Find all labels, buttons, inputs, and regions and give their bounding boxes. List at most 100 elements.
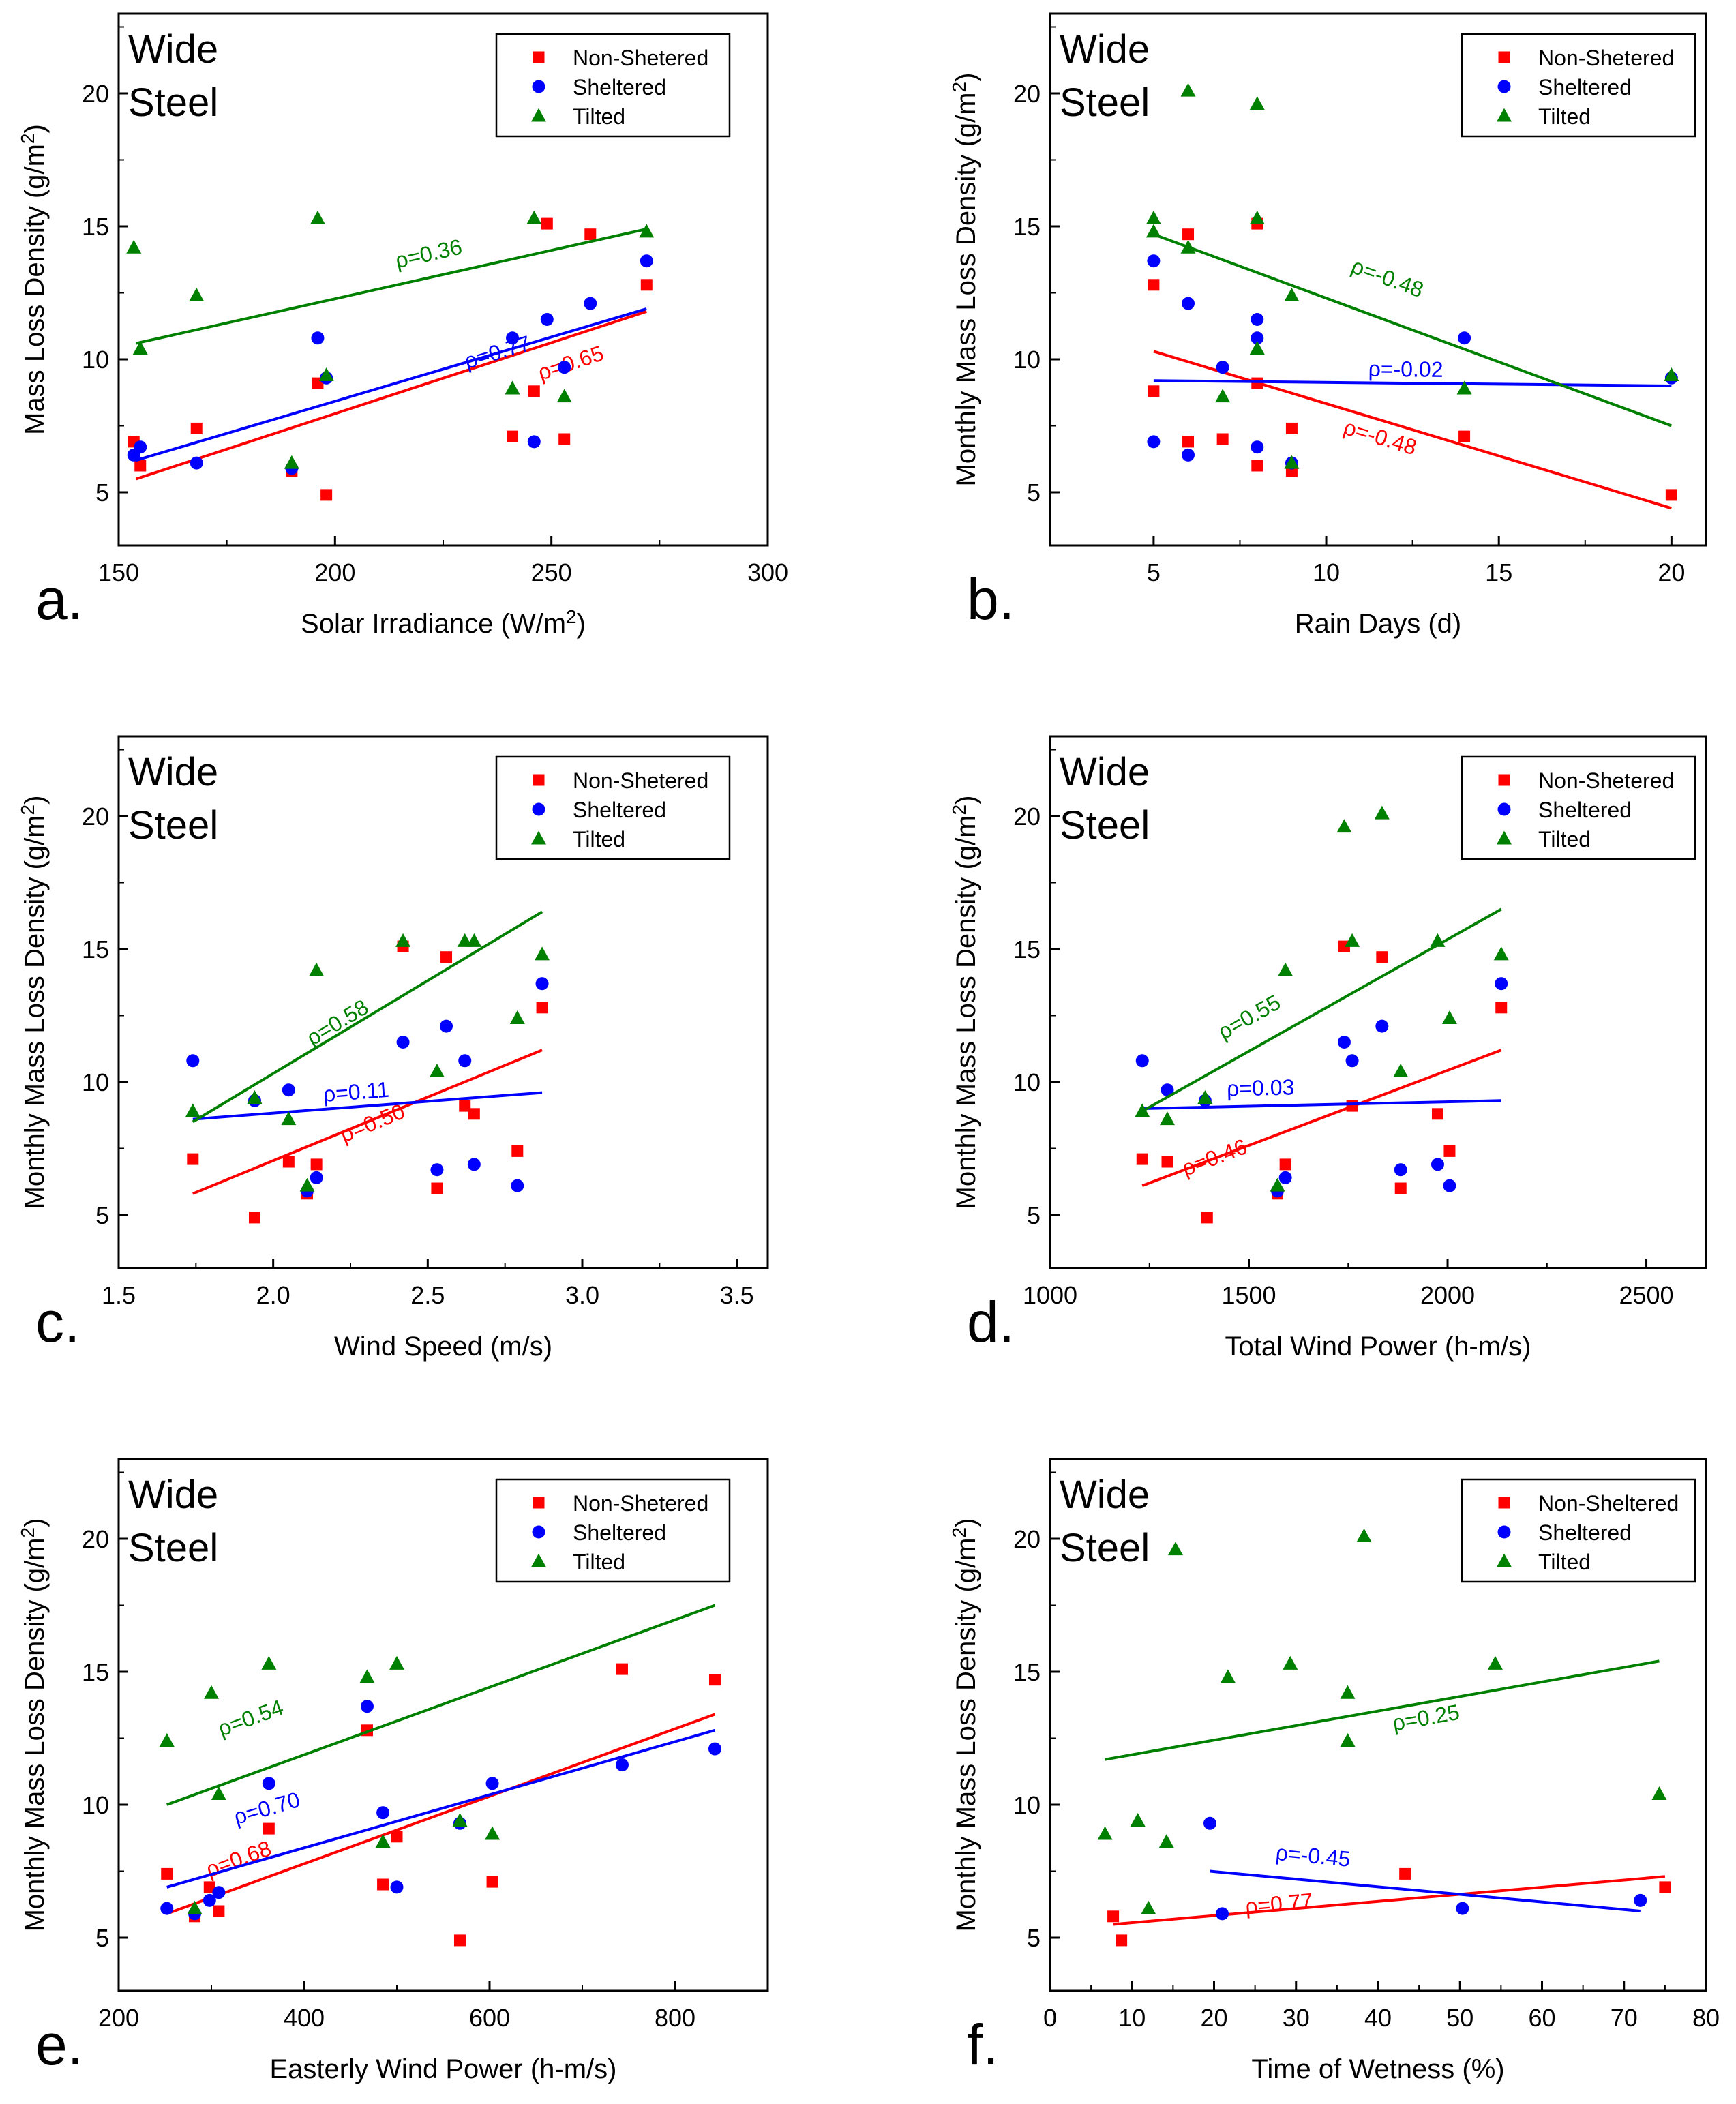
data-point-non-shetered: [310, 1158, 323, 1171]
data-point-non-shetered: [440, 951, 453, 963]
panel-label: d.: [967, 1290, 1015, 1354]
data-point-tilted: [1270, 1177, 1285, 1192]
data-point-sheltered: [310, 1171, 323, 1184]
series-sheltered: ρ=-0.02: [1147, 254, 1678, 470]
y-tick-label: 15: [82, 935, 109, 963]
data-point-tilted: [1220, 1669, 1236, 1683]
legend-marker-sheltered: [532, 1525, 545, 1539]
plot-frame: [117, 735, 769, 1269]
y-axis-label: Mass Loss Density (g/m2): [17, 124, 50, 435]
chart-panel-e: 200 400 600 800 5 10 15 20 Easterly Wind Power (…: [17, 1458, 769, 2084]
data-point-non-shetered: [536, 1002, 548, 1014]
data-point-tilted: [556, 389, 572, 403]
legend: Non-Sheltered Sheltered Tilted: [1461, 1478, 1696, 1583]
series-non-shetered: ρ=0.65: [128, 217, 653, 501]
data-point-non-shetered: [1251, 460, 1263, 472]
series-tilted: ρ=0.58: [185, 910, 550, 1192]
x-tick-label: 2500: [1619, 1281, 1673, 1309]
data-point-sheltered: [282, 1083, 295, 1097]
fit-line: [135, 310, 647, 481]
y-axis-label: Monthly Mass Loss Density (g/m2): [17, 1518, 50, 1932]
fit-line: [135, 307, 647, 462]
x-tick-label: 5: [1147, 558, 1161, 586]
legend: Non-Shetered Sheltered Tilted: [495, 755, 731, 860]
legend-marker-sheltered: [1497, 802, 1511, 816]
panel-title-line1: Wide: [1060, 27, 1150, 72]
data-point-sheltered: [212, 1886, 226, 1899]
legend-marker-non-shetered: [1498, 51, 1510, 63]
data-point-non-shetered: [1136, 1153, 1148, 1165]
y-axis-label: Monthly Mass Loss Density (g/m2): [17, 796, 50, 1209]
data-point-non-shetered: [507, 430, 519, 442]
y-tick-label: 10: [82, 1791, 109, 1819]
correlation-label: ρ=-0.02: [1368, 357, 1443, 382]
data-point-non-shetered: [263, 1822, 275, 1835]
data-point-tilted: [1283, 1655, 1298, 1670]
correlation-label: ρ=-0.45: [1274, 1840, 1351, 1872]
data-point-non-shetered: [1201, 1212, 1213, 1224]
data-point-non-shetered: [616, 1663, 628, 1675]
y-axis-label: Monthly Mass Loss Density (g/m2): [948, 796, 981, 1209]
legend-label: Tilted: [573, 1550, 625, 1574]
data-point-tilted: [185, 1103, 200, 1117]
x-tick-label: 70: [1611, 2004, 1638, 2032]
fit-line: [1142, 1099, 1501, 1110]
fit-line: [1153, 379, 1672, 387]
y-axis-label: Monthly Mass Loss Density (g/m2): [948, 73, 981, 487]
legend-marker-non-shetered: [533, 51, 545, 63]
correlation-label: ρ=0.77: [462, 331, 533, 374]
data-point-sheltered: [1456, 1902, 1469, 1915]
y-tick-label: 5: [95, 1201, 109, 1229]
data-point-sheltered: [1147, 254, 1161, 268]
data-point-sheltered: [203, 1893, 216, 1907]
correlation-label: ρ=0.25: [1390, 1700, 1461, 1736]
data-point-non-shetered: [1665, 489, 1677, 501]
fit-line: [1105, 1659, 1660, 1761]
x-tick-label: 250: [531, 558, 572, 586]
y-tick-label: 20: [1013, 802, 1041, 830]
data-point-tilted: [1340, 1733, 1356, 1747]
legend-marker-tilted: [1497, 1553, 1512, 1567]
fit-line: [1153, 350, 1672, 510]
data-point-non-shetered: [248, 1212, 260, 1224]
legend-marker-non-sheltered: [1498, 1497, 1510, 1509]
data-point-non-shetered: [708, 1674, 721, 1686]
legend-label: Non-Sheltered: [1538, 1491, 1679, 1516]
data-point-tilted: [1180, 239, 1196, 254]
legend-label: Non-Shetered: [573, 1491, 708, 1516]
data-point-tilted: [395, 933, 411, 947]
data-point-sheltered: [535, 977, 549, 991]
data-point-non-shetered: [320, 489, 333, 501]
x-tick-label: 1500: [1221, 1281, 1276, 1309]
data-point-sheltered: [360, 1700, 374, 1713]
data-point-non-shetered: [459, 1100, 471, 1112]
data-point-sheltered: [527, 435, 541, 449]
data-point-tilted: [485, 1826, 500, 1840]
data-point-tilted: [1340, 1685, 1356, 1699]
legend-label: Tilted: [1538, 1550, 1591, 1574]
y-tick-label: 15: [1013, 1658, 1041, 1686]
chart-panel-c: 1.5 2.0 2.5 3.0 3.5 5 10 15 20 Wind Speed (m/s) Mo…: [17, 735, 769, 1362]
data-point-non-shetered: [1182, 228, 1195, 241]
legend-marker-non-shetered: [533, 1497, 545, 1509]
data-point-non-shetered: [1376, 951, 1388, 963]
x-axis-label: Time of Wetness (%): [1251, 2054, 1504, 2084]
data-point-sheltered: [430, 1163, 444, 1177]
data-point-tilted: [466, 933, 482, 947]
data-point-tilted: [1456, 380, 1472, 395]
legend-label: Sheltered: [573, 1520, 666, 1545]
data-point-non-shetered: [528, 385, 540, 397]
data-point-non-shetered: [134, 460, 147, 472]
data-point-non-sheltered: [1659, 1881, 1671, 1893]
x-tick-label: 400: [284, 2004, 325, 2032]
data-point-sheltered: [615, 1758, 629, 1771]
x-tick-label: 80: [1692, 2004, 1720, 2032]
data-point-sheltered: [1161, 1083, 1174, 1097]
x-axis-label: Wind Speed (m/s): [334, 1332, 552, 1362]
data-point-tilted: [1284, 288, 1300, 301]
data-point-tilted: [429, 1064, 445, 1077]
fit-line: [166, 1713, 716, 1915]
data-point-tilted: [359, 1669, 375, 1683]
data-point-non-sheltered: [1116, 1934, 1128, 1947]
